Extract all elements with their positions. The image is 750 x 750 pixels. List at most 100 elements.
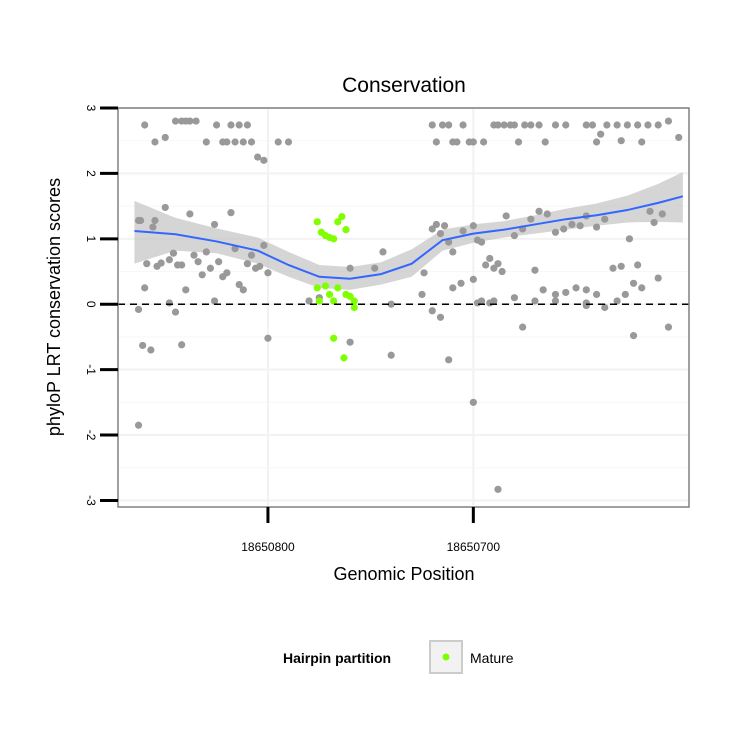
data-point-other bbox=[264, 269, 272, 277]
data-point-other bbox=[675, 133, 683, 142]
loess-smooth-line bbox=[134, 195, 684, 280]
data-point-other bbox=[215, 258, 223, 266]
data-point-other bbox=[235, 281, 243, 289]
data-point-other bbox=[510, 231, 519, 240]
data-point-other bbox=[151, 216, 159, 225]
data-point-other bbox=[161, 133, 169, 142]
data-point-other bbox=[165, 299, 173, 307]
data-point-other bbox=[387, 300, 395, 308]
data-point-other bbox=[551, 297, 560, 305]
data-point-other bbox=[136, 216, 145, 225]
data-point-other bbox=[453, 138, 461, 146]
data-point-other bbox=[469, 222, 477, 230]
data-point-other bbox=[235, 121, 243, 129]
data-point-other bbox=[438, 121, 447, 129]
data-point-other bbox=[514, 138, 523, 146]
data-point-other bbox=[231, 138, 239, 146]
data-point-other bbox=[494, 121, 502, 129]
x-tick-label: 18650700 bbox=[447, 540, 501, 554]
data-point-other bbox=[247, 251, 256, 259]
data-point-mature bbox=[334, 218, 342, 226]
data-point-other bbox=[223, 138, 231, 146]
data-point-other bbox=[239, 138, 247, 146]
data-point-other bbox=[459, 227, 467, 235]
data-point-other bbox=[202, 138, 210, 146]
legend-key-box bbox=[429, 640, 463, 674]
data-point-other bbox=[531, 266, 539, 274]
data-point-other bbox=[597, 130, 605, 138]
data-point-other bbox=[379, 248, 387, 256]
data-point-other bbox=[469, 275, 477, 283]
data-point-mature bbox=[338, 212, 346, 221]
data-point-other bbox=[543, 210, 551, 218]
data-point-mature bbox=[340, 354, 348, 362]
data-point-other bbox=[210, 297, 219, 305]
data-point-other bbox=[256, 262, 264, 270]
data-point-other bbox=[134, 421, 143, 429]
data-point-other bbox=[592, 290, 601, 299]
y-tick-label: 0 bbox=[84, 301, 98, 308]
data-point-other bbox=[601, 215, 609, 223]
data-point-other bbox=[477, 238, 486, 246]
data-point-other bbox=[494, 260, 502, 268]
data-point-other bbox=[623, 121, 631, 129]
data-point-other bbox=[469, 398, 477, 406]
data-point-other bbox=[157, 259, 165, 267]
data-point-other bbox=[572, 284, 580, 292]
y-tick-label: 3 bbox=[84, 105, 98, 112]
data-point-other bbox=[482, 261, 490, 269]
legend: Hairpin partition Mature bbox=[283, 640, 514, 674]
data-point-other bbox=[613, 297, 621, 305]
confidence-band bbox=[134, 172, 683, 290]
data-point-other bbox=[654, 121, 662, 129]
data-point-other bbox=[562, 121, 570, 129]
data-point-other bbox=[445, 121, 453, 129]
data-point-other bbox=[510, 294, 519, 302]
data-point-other bbox=[274, 138, 282, 146]
data-point-other bbox=[449, 284, 457, 292]
data-point-other bbox=[186, 210, 194, 218]
data-point-other bbox=[527, 215, 535, 223]
data-point-other bbox=[387, 351, 395, 359]
plot-panel-border bbox=[117, 107, 690, 508]
data-point-other bbox=[592, 138, 601, 146]
data-point-other bbox=[151, 138, 159, 146]
data-point-other bbox=[436, 313, 445, 321]
data-point-other bbox=[621, 290, 629, 299]
data-point-other bbox=[143, 260, 151, 268]
data-point-other bbox=[535, 121, 543, 129]
data-point-other bbox=[161, 203, 169, 212]
legend-key-mature-dot bbox=[442, 653, 450, 661]
data-point-other bbox=[576, 222, 584, 230]
x-axis-ticks: 18650800 18650700 bbox=[241, 507, 500, 554]
data-point-other bbox=[658, 210, 666, 218]
data-point-other bbox=[428, 225, 436, 233]
data-point-other bbox=[582, 299, 590, 307]
y-axis-label: phyloP LRT conservation scores bbox=[44, 178, 64, 436]
data-point-mature bbox=[330, 334, 338, 342]
data-point-other bbox=[644, 121, 652, 129]
data-point-other bbox=[440, 222, 449, 230]
data-point-other bbox=[239, 286, 247, 294]
data-point-other bbox=[260, 156, 268, 164]
data-point-other bbox=[206, 264, 215, 272]
data-point-other bbox=[568, 220, 576, 229]
data-point-mature bbox=[342, 226, 350, 234]
data-point-other bbox=[486, 254, 494, 263]
data-point-other bbox=[634, 261, 642, 269]
data-point-other bbox=[634, 121, 642, 129]
scatter-points bbox=[134, 117, 683, 493]
data-point-other bbox=[480, 138, 488, 146]
data-point-other bbox=[178, 341, 186, 349]
data-point-other bbox=[428, 307, 436, 315]
data-point-other bbox=[428, 121, 436, 129]
data-point-other bbox=[445, 356, 453, 364]
data-point-other bbox=[592, 223, 601, 231]
y-tick-label: 1 bbox=[84, 235, 98, 242]
smooth-confidence-band bbox=[134, 172, 683, 290]
data-point-other bbox=[186, 117, 194, 125]
data-point-other bbox=[192, 117, 200, 125]
data-point-other bbox=[202, 248, 210, 256]
legend-title: Hairpin partition bbox=[283, 650, 391, 666]
